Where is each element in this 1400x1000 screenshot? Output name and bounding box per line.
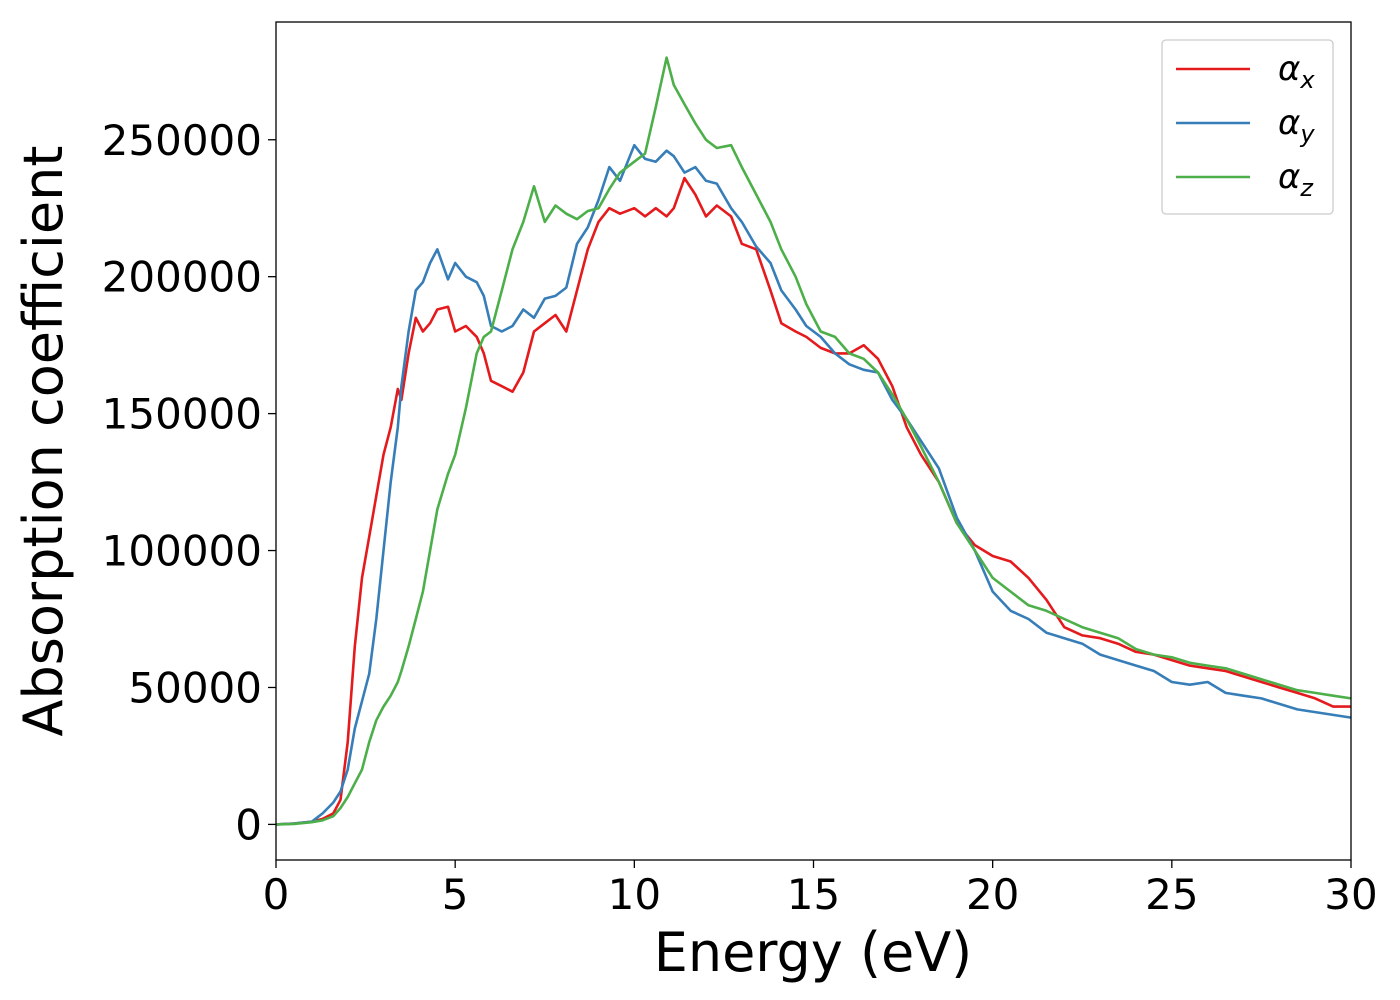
series-line-alpha-x <box>275 176 1351 826</box>
legend-label-alpha-y: αy <box>1278 103 1315 148</box>
x-tick-label: 20 <box>966 870 1019 919</box>
series-line-alpha-y <box>275 143 1352 826</box>
y-axis-label: Absorption coefficient <box>12 146 75 737</box>
legend-label-alpha-z: αz <box>1278 157 1314 202</box>
y-tick-label: 50000 <box>128 663 262 712</box>
legend-box <box>1161 39 1334 215</box>
y-tick-label: 0 <box>235 800 262 849</box>
x-tick-label: 25 <box>1145 870 1198 919</box>
y-tick-label: 150000 <box>102 390 262 439</box>
x-axis-label: Energy (eV) <box>654 921 973 984</box>
x-tick-label: 15 <box>787 870 840 919</box>
legend-label-alpha-x: αx <box>1278 49 1315 94</box>
x-tick-label: 30 <box>1324 870 1377 919</box>
y-tick-label: 200000 <box>102 253 262 302</box>
plot-lines <box>275 56 1352 826</box>
y-axis-ticks: 0 50000 100000 150000 200000 250000 <box>102 116 276 849</box>
x-tick-label: 5 <box>442 870 469 919</box>
y-tick-label: 250000 <box>102 116 262 165</box>
y-tick-label: 100000 <box>102 527 262 576</box>
legend: αx αy αz <box>1161 39 1334 215</box>
x-tick-label: 0 <box>263 870 290 919</box>
legend-items: αx αy αz <box>1176 49 1315 202</box>
x-axis-ticks: 0 5 10 15 20 25 30 <box>263 860 1378 919</box>
series-line-alpha-z <box>275 56 1352 826</box>
x-tick-label: 10 <box>608 870 661 919</box>
